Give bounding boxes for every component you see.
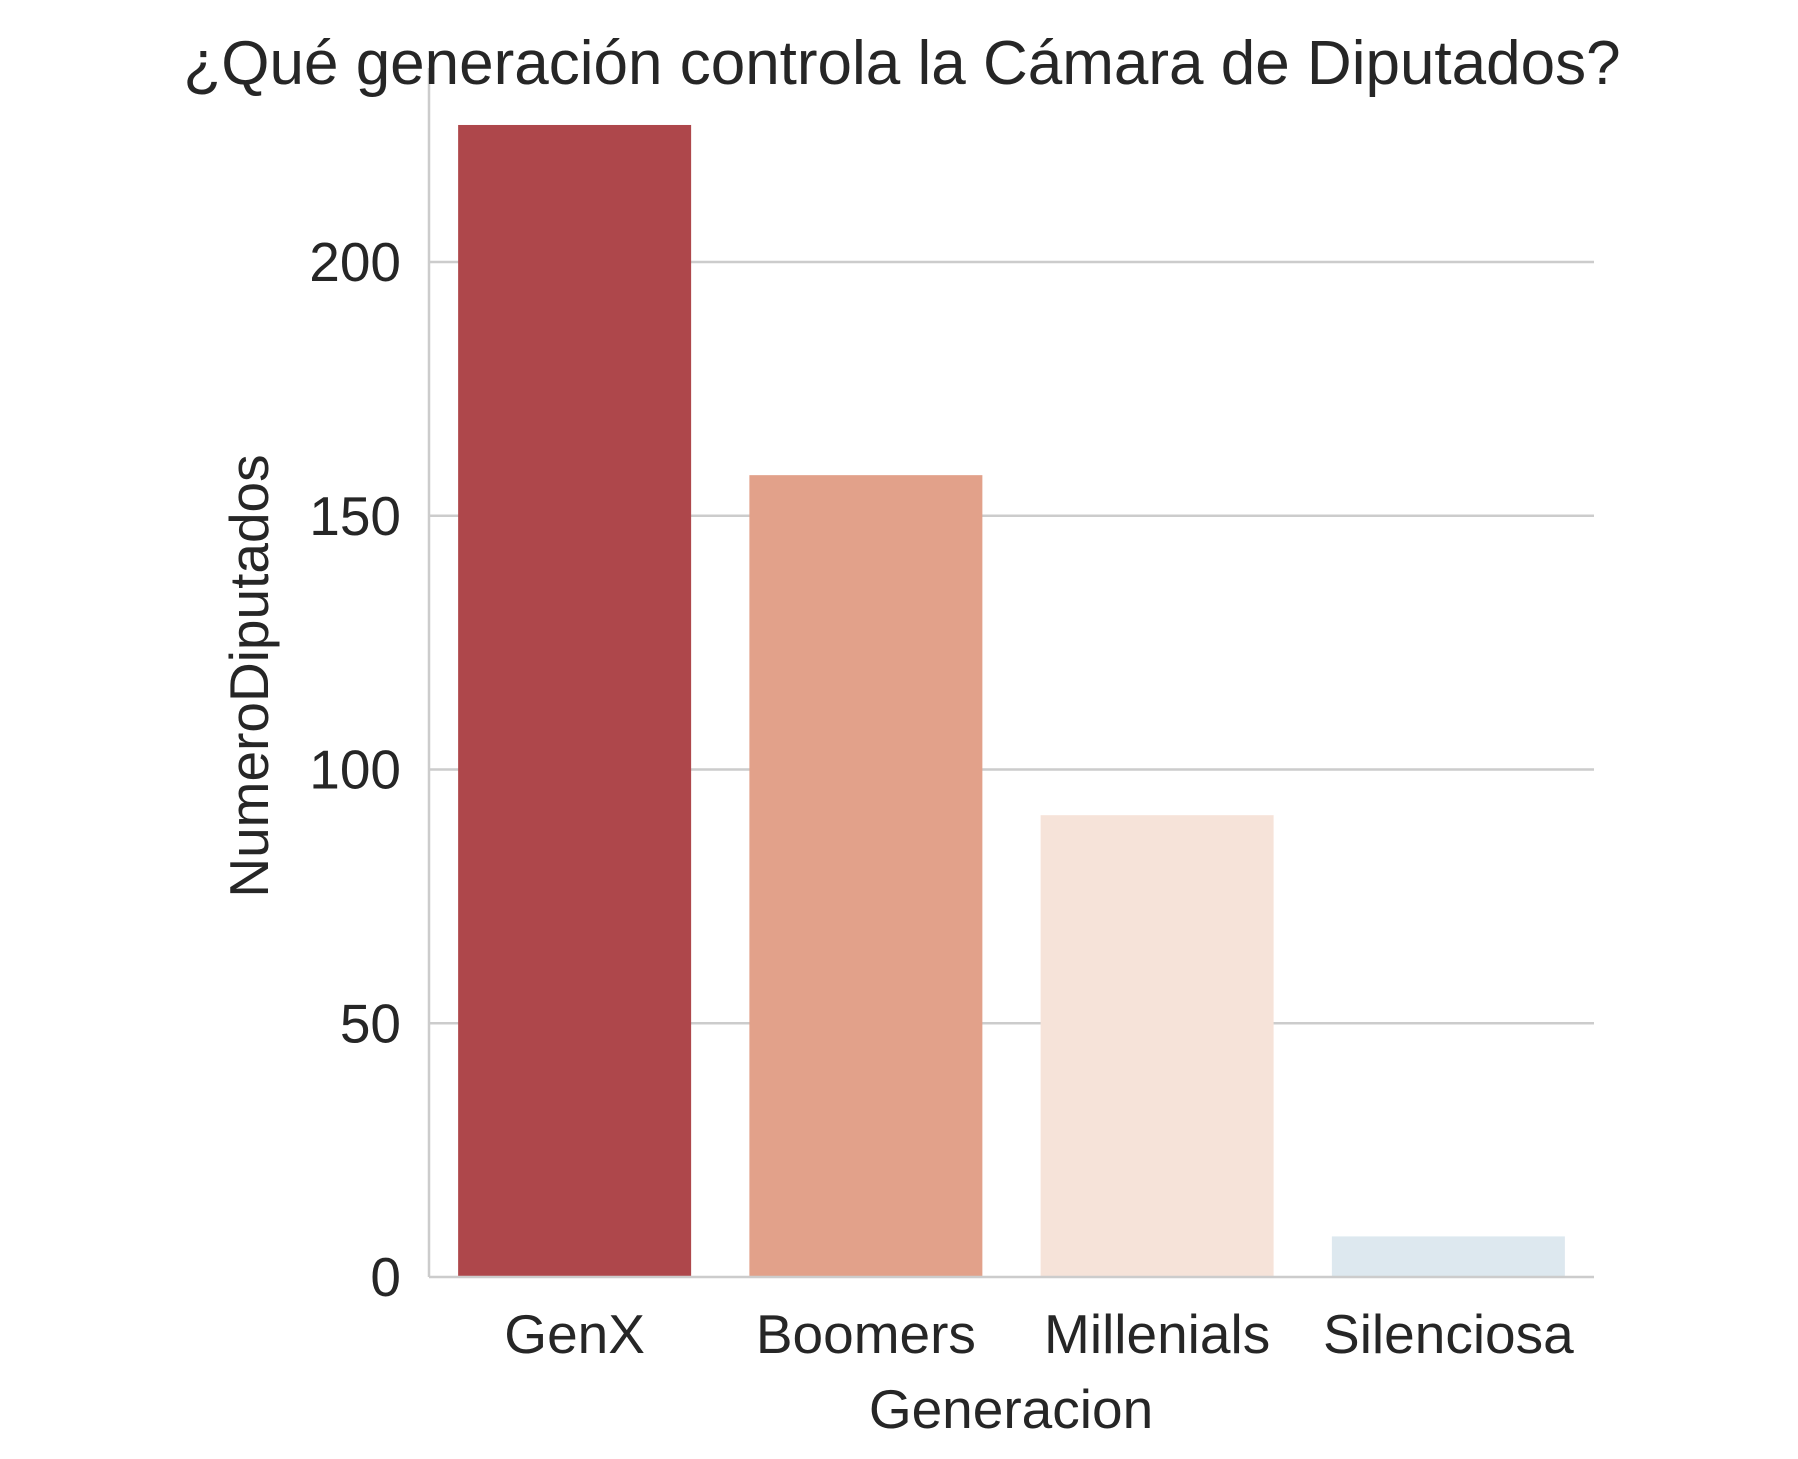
x-axis-label: Generacion [869, 1378, 1153, 1440]
bar-genx [458, 124, 692, 1278]
y-tick-label: 100 [309, 739, 401, 801]
x-tick-label-genx: GenX [504, 1303, 645, 1365]
bars [458, 124, 1565, 1278]
y-tick-label: 150 [309, 485, 401, 547]
y-tick-label: 200 [309, 231, 401, 293]
bar-silenciosa [1331, 1236, 1565, 1277]
y-axis-label: NumeroDiputados [218, 454, 280, 897]
bar-boomers [749, 475, 983, 1277]
chart-title: ¿Qué generación controla la Cámara de Di… [183, 29, 1620, 98]
y-tick-label: 50 [340, 992, 401, 1054]
x-tick-label-boomers: Boomers [756, 1303, 976, 1365]
y-tick-label: 0 [370, 1246, 401, 1308]
y-tick-labels: 0 50 100 150 200 [309, 231, 401, 1308]
x-tick-labels: GenX Boomers Millenials Silenciosa [504, 1303, 1574, 1365]
axes [427, 68, 1594, 1279]
bar-millenials [1040, 815, 1274, 1277]
x-tick-label-millenials: Millenials [1044, 1303, 1270, 1365]
x-tick-label-silenciosa: Silenciosa [1323, 1303, 1574, 1365]
